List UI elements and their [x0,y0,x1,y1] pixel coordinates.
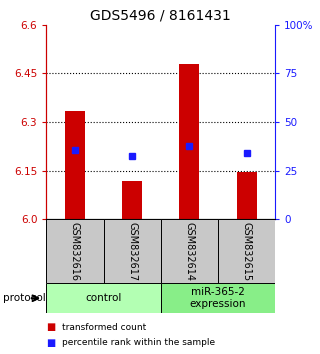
Text: protocol: protocol [3,293,46,303]
Bar [218,219,275,283]
Title: GDS5496 / 8161431: GDS5496 / 8161431 [91,8,231,22]
Text: ■: ■ [46,322,56,332]
Text: ■: ■ [46,338,56,348]
Text: GSM832614: GSM832614 [184,222,194,281]
Text: GSM832617: GSM832617 [127,222,137,281]
Bar [180,64,199,219]
Text: GSM832615: GSM832615 [242,222,252,281]
Bar [46,219,104,283]
Text: transformed count: transformed count [62,323,147,332]
Bar [122,181,142,219]
Text: miR-365-2
expression: miR-365-2 expression [190,287,246,309]
Bar [236,172,257,219]
Bar [161,219,218,283]
Bar [65,111,85,219]
Text: GSM832616: GSM832616 [70,222,80,281]
Bar [104,219,161,283]
Text: percentile rank within the sample: percentile rank within the sample [62,338,216,347]
Bar [46,283,161,313]
Bar [161,283,275,313]
Text: control: control [85,293,122,303]
